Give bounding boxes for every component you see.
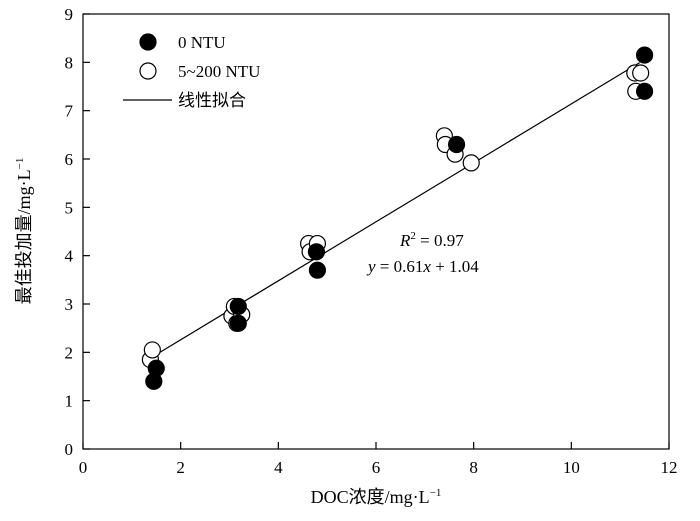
point-0ntu	[307, 243, 326, 261]
y-tick-label: 1	[65, 392, 74, 411]
point-0ntu	[229, 314, 247, 332]
data-points	[141, 46, 654, 390]
x-tick-label: 12	[661, 458, 678, 477]
x-tick-label: 2	[176, 458, 185, 477]
fit-equation: y = 0.61x + 1.04	[366, 257, 479, 276]
point-0ntu	[447, 135, 466, 154]
y-tick-label: 8	[65, 53, 74, 72]
y-tick-label: 5	[65, 198, 74, 217]
y-tick-label: 4	[65, 247, 74, 266]
y-tick-label: 2	[65, 343, 74, 362]
point-5-200ntu	[143, 341, 161, 359]
point-0ntu	[147, 359, 165, 377]
x-tick-label: 6	[372, 458, 381, 477]
x-axis-title: DOC浓度/mg·L−1	[311, 487, 442, 507]
point-0ntu	[635, 46, 654, 64]
x-tick-label: 8	[469, 458, 478, 477]
x-tick-label: 4	[274, 458, 283, 477]
legend-marker-5-200ntu	[139, 62, 157, 80]
y-tick-label: 6	[65, 150, 74, 169]
legend-label-5-200ntu: 5~200 NTU	[178, 62, 260, 81]
point-0ntu	[308, 261, 326, 279]
y-tick-label: 0	[65, 440, 74, 459]
legend-marker-0ntu	[139, 33, 157, 51]
point-5-200ntu	[632, 64, 650, 82]
y-tick-label: 3	[65, 295, 74, 314]
x-tick-label: 10	[563, 458, 580, 477]
legend-label-0ntu: 0 NTU	[178, 33, 226, 52]
y-axis-title: 最佳投加量/mg·L−1	[14, 158, 34, 305]
x-tick-label: 0	[79, 458, 88, 477]
point-5-200ntu	[462, 154, 480, 172]
legend: 0 NTU 5~200 NTU 线性拟合	[123, 33, 260, 110]
y-tick-label: 7	[65, 102, 74, 121]
legend-label-fit: 线性拟合	[178, 91, 246, 110]
point-0ntu	[635, 82, 654, 100]
y-tick-label: 9	[65, 5, 74, 24]
r2-annotation: R2 = 0.97	[399, 230, 464, 250]
plot-frame	[82, 13, 670, 450]
point-0ntu	[229, 297, 247, 316]
